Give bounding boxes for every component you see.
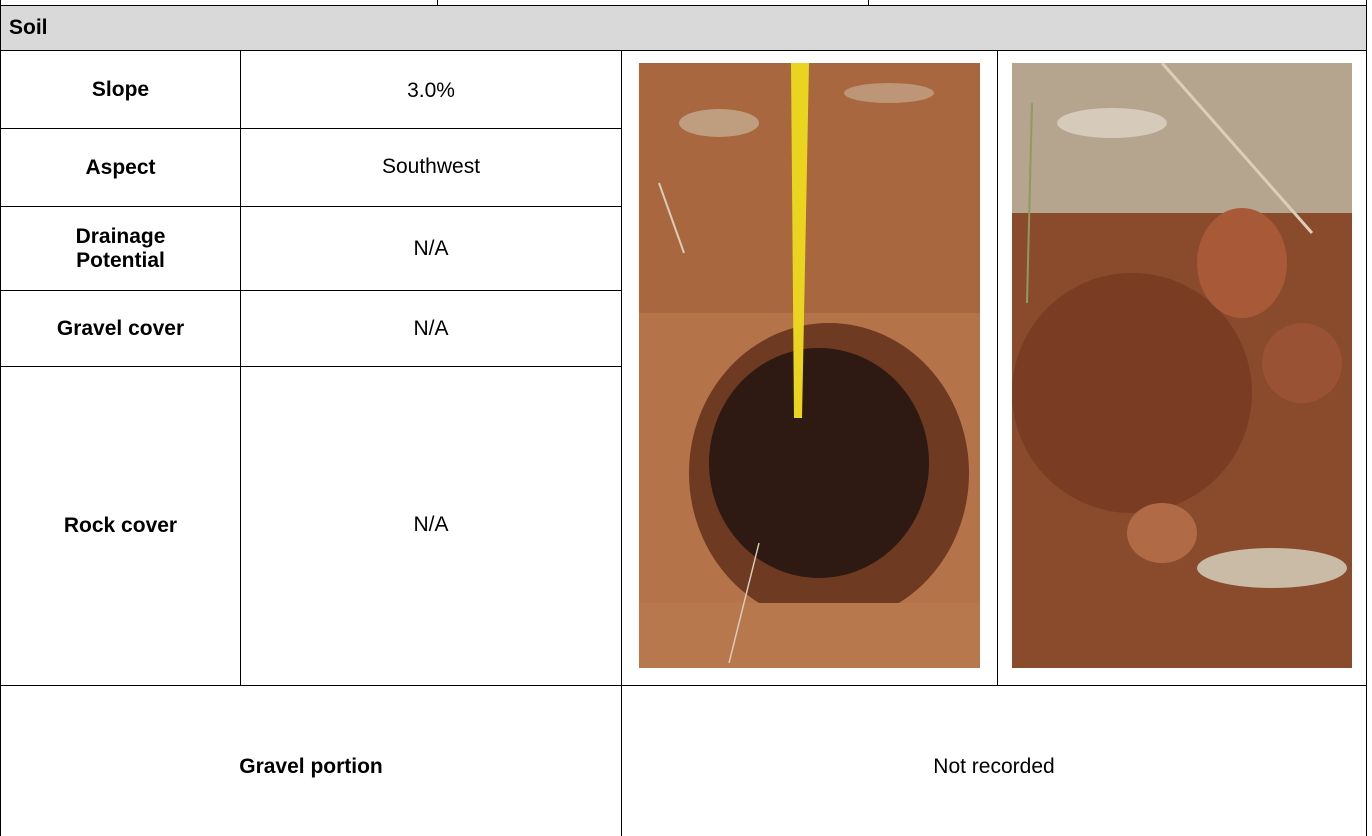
- row-label: Rock cover: [0, 366, 241, 686]
- row-value: N/A: [240, 206, 622, 291]
- soil-pit-photo: [639, 63, 980, 668]
- row-label: Slope: [0, 50, 241, 129]
- row-value: N/A: [240, 290, 622, 367]
- row-value: Southwest: [240, 128, 622, 207]
- row-value: 3.0%: [240, 50, 622, 129]
- section-header: Soil: [0, 5, 1367, 51]
- row-label: Gravel portion: [0, 685, 622, 836]
- row-label: Drainage Potential: [0, 206, 241, 291]
- row-label: Aspect: [0, 128, 241, 207]
- row-value: Not recorded: [621, 685, 1367, 836]
- row-label: Gravel cover: [0, 290, 241, 367]
- row-value: N/A: [240, 366, 622, 686]
- soil-surface-photo: [1012, 63, 1352, 668]
- page: Soil Slope 3.0% Aspect Southwest Drainag…: [0, 0, 1372, 836]
